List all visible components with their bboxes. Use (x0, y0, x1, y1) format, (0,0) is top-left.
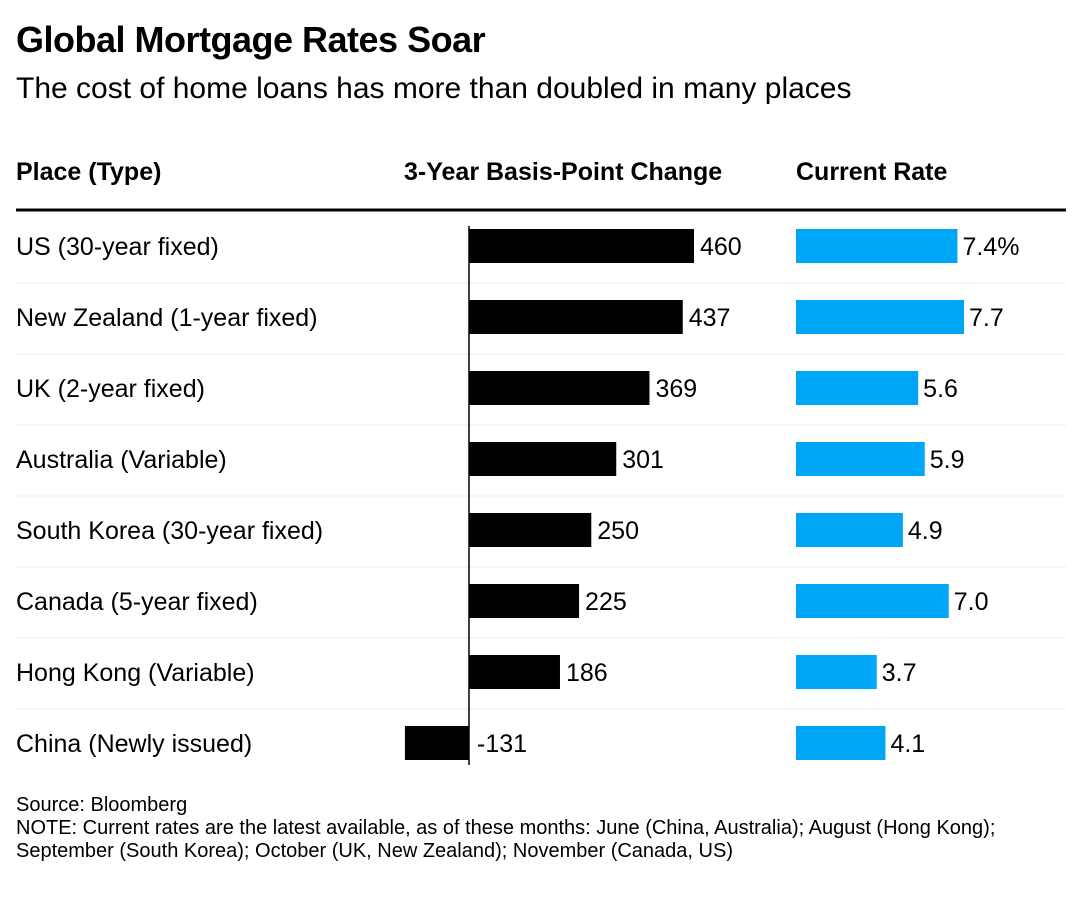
change-bar (469, 229, 694, 263)
change-bar (469, 513, 592, 547)
row-label: UK (2-year fixed) (16, 375, 205, 403)
rate-value-label: 5.6 (923, 375, 958, 403)
rate-bar (796, 371, 919, 405)
rate-bar (796, 726, 886, 760)
rate-bar (796, 229, 958, 263)
row-label: Canada (5-year fixed) (16, 588, 258, 616)
row-label: Australia (Variable) (16, 446, 227, 474)
rate-value-label: 7.7 (969, 304, 1004, 332)
change-value-label: 437 (689, 304, 731, 332)
rate-value-label: 4.9 (908, 517, 943, 545)
row-label: China (Newly issued) (16, 730, 252, 758)
change-value-label: 369 (655, 375, 697, 403)
row-label: South Korea (30-year fixed) (16, 517, 323, 545)
rate-value-label: 4.1 (890, 730, 925, 758)
change-value-label: 186 (566, 659, 608, 687)
change-value-label: 460 (700, 233, 742, 261)
change-bar (469, 442, 617, 476)
rate-value-label: 7.4% (962, 233, 1019, 261)
row-label: US (30-year fixed) (16, 233, 219, 261)
change-bar (469, 371, 650, 405)
chart-subtitle: The cost of home loans has more than dou… (16, 72, 852, 105)
column-header-rate: Current Rate (796, 158, 948, 186)
chart-table: US (30-year fixed) 460 7.4% New Zealand (1-… (16, 208, 1066, 765)
column-header-place: Place (Type) (16, 158, 162, 186)
rate-bar (796, 584, 949, 618)
source-note: Source: Bloomberg (16, 794, 188, 816)
change-value-label: -131 (477, 730, 527, 758)
rate-bar (796, 655, 877, 689)
row-label: Hong Kong (Variable) (16, 659, 255, 687)
change-bar (404, 726, 469, 760)
change-value-label: 301 (622, 446, 664, 474)
change-bar (469, 584, 580, 618)
rate-bar (796, 442, 925, 476)
change-bar (469, 300, 683, 334)
rate-value-label: 5.9 (930, 446, 965, 474)
rate-value-label: 3.7 (882, 659, 917, 687)
footnote: NOTE: Current rates are the latest avail… (16, 817, 996, 862)
change-value-label: 225 (585, 588, 627, 616)
rate-value-label: 7.0 (954, 588, 989, 616)
chart-footer: Source: Bloomberg NOTE: Current rates ar… (16, 794, 1056, 863)
rate-bar (796, 513, 903, 547)
chart-title: Global Mortgage Rates Soar (16, 19, 486, 60)
row-label: New Zealand (1-year fixed) (16, 304, 318, 332)
change-bar (469, 655, 560, 689)
rate-bar (796, 300, 964, 334)
column-header-change: 3-Year Basis-Point Change (404, 158, 723, 186)
change-value-label: 250 (597, 517, 639, 545)
